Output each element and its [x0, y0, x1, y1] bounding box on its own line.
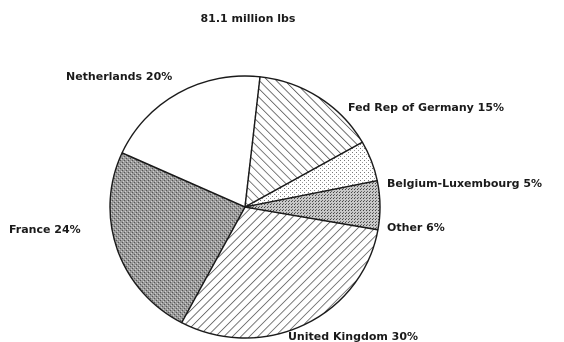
- pie-slices: [109, 75, 381, 339]
- slice-label-fed-rep-of-germany: Fed Rep of Germany 15%: [348, 101, 504, 114]
- slice-label-netherlands: Netherlands 20%: [66, 70, 172, 83]
- pie-slice-fed-rep-of-germany: [244, 76, 364, 208]
- pie-slice-united-kingdom: [180, 206, 379, 339]
- pie-slice-france: [109, 152, 246, 324]
- slice-label-belgium-luxembourg: Belgium-Luxembourg 5%: [387, 177, 542, 190]
- chart-title: 81.1 million lbs: [201, 12, 296, 25]
- slice-label-france: France 24%: [9, 223, 81, 236]
- slice-label-other: Other 6%: [387, 221, 445, 234]
- pie-slice-other: [244, 179, 381, 231]
- slice-label-united-kingdom: United Kingdom 30%: [288, 330, 418, 342]
- pie-slice-netherlands: [121, 75, 261, 208]
